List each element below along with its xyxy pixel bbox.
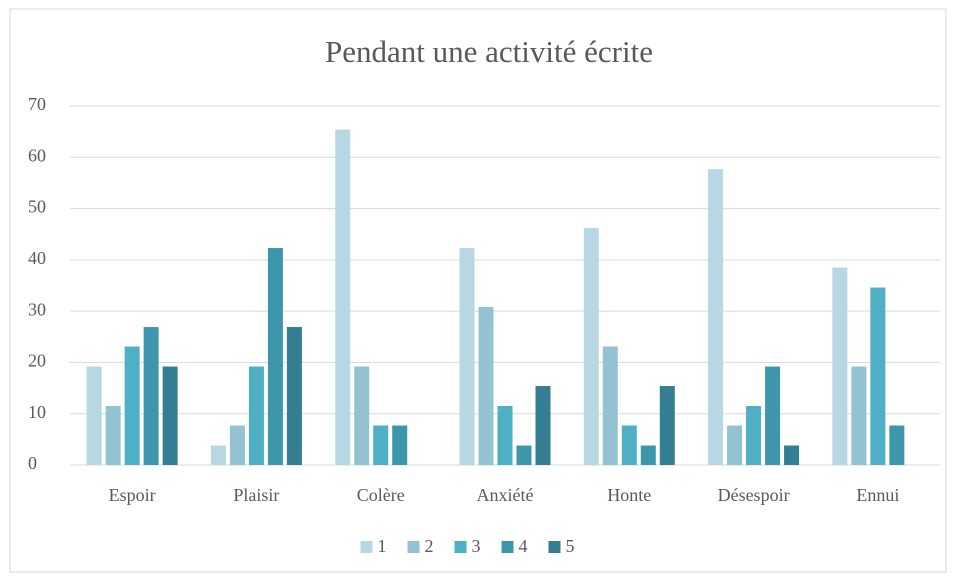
x-tick-label: Désespoir <box>718 485 790 505</box>
legend-swatch <box>360 541 373 553</box>
bar <box>392 425 408 465</box>
y-tick-label: 60 <box>28 145 46 165</box>
bar <box>373 425 389 465</box>
x-tick-label: Ennui <box>856 485 899 505</box>
bar <box>659 386 675 465</box>
y-tick-label: 0 <box>28 453 37 473</box>
bar <box>708 169 724 465</box>
bar <box>210 445 226 465</box>
bar <box>335 129 351 465</box>
bar <box>851 366 867 465</box>
x-tick-label: Honte <box>607 485 651 505</box>
legend-swatch <box>548 541 561 553</box>
bar <box>86 366 102 465</box>
y-tick-label: 50 <box>28 197 46 217</box>
bar <box>727 425 743 465</box>
bar <box>583 228 599 465</box>
legend-label: 1 <box>378 536 387 556</box>
bar <box>143 327 159 465</box>
bar <box>640 445 656 465</box>
y-tick-label: 40 <box>28 248 46 268</box>
chart-border <box>9 8 947 573</box>
bar <box>832 267 848 465</box>
bar <box>105 406 121 465</box>
bar <box>765 366 781 465</box>
bar <box>354 366 370 465</box>
bar <box>286 327 302 465</box>
legend-label: 4 <box>519 536 528 556</box>
bar <box>478 307 494 465</box>
y-tick-label: 10 <box>28 402 46 422</box>
bar <box>621 425 637 465</box>
bar <box>535 386 551 465</box>
x-tick-label: Anxiété <box>477 485 534 505</box>
y-tick-label: 70 <box>28 94 46 114</box>
bar <box>459 248 475 465</box>
x-tick-label: Colère <box>357 485 405 505</box>
bar <box>229 425 245 465</box>
legend-label: 2 <box>425 536 434 556</box>
legend-swatch <box>407 541 420 553</box>
legend-label: 3 <box>472 536 481 556</box>
bar <box>267 248 283 465</box>
bar <box>124 346 140 465</box>
legend-swatch <box>501 541 514 553</box>
bar <box>516 445 532 465</box>
bar <box>870 287 886 465</box>
bar <box>746 406 762 465</box>
legend-swatch <box>454 541 467 553</box>
bar <box>784 445 800 465</box>
y-tick-label: 30 <box>28 299 46 319</box>
bar <box>248 366 264 465</box>
x-tick-label: Espoir <box>109 485 156 505</box>
chart-title: Pendant une activité écrite <box>325 34 653 69</box>
x-tick-label: Plaisir <box>233 485 279 505</box>
bar <box>497 406 513 465</box>
y-tick-label: 20 <box>28 351 46 371</box>
legend-label: 5 <box>566 536 575 556</box>
bar <box>162 366 178 465</box>
bar <box>602 346 618 465</box>
bar <box>889 425 905 465</box>
